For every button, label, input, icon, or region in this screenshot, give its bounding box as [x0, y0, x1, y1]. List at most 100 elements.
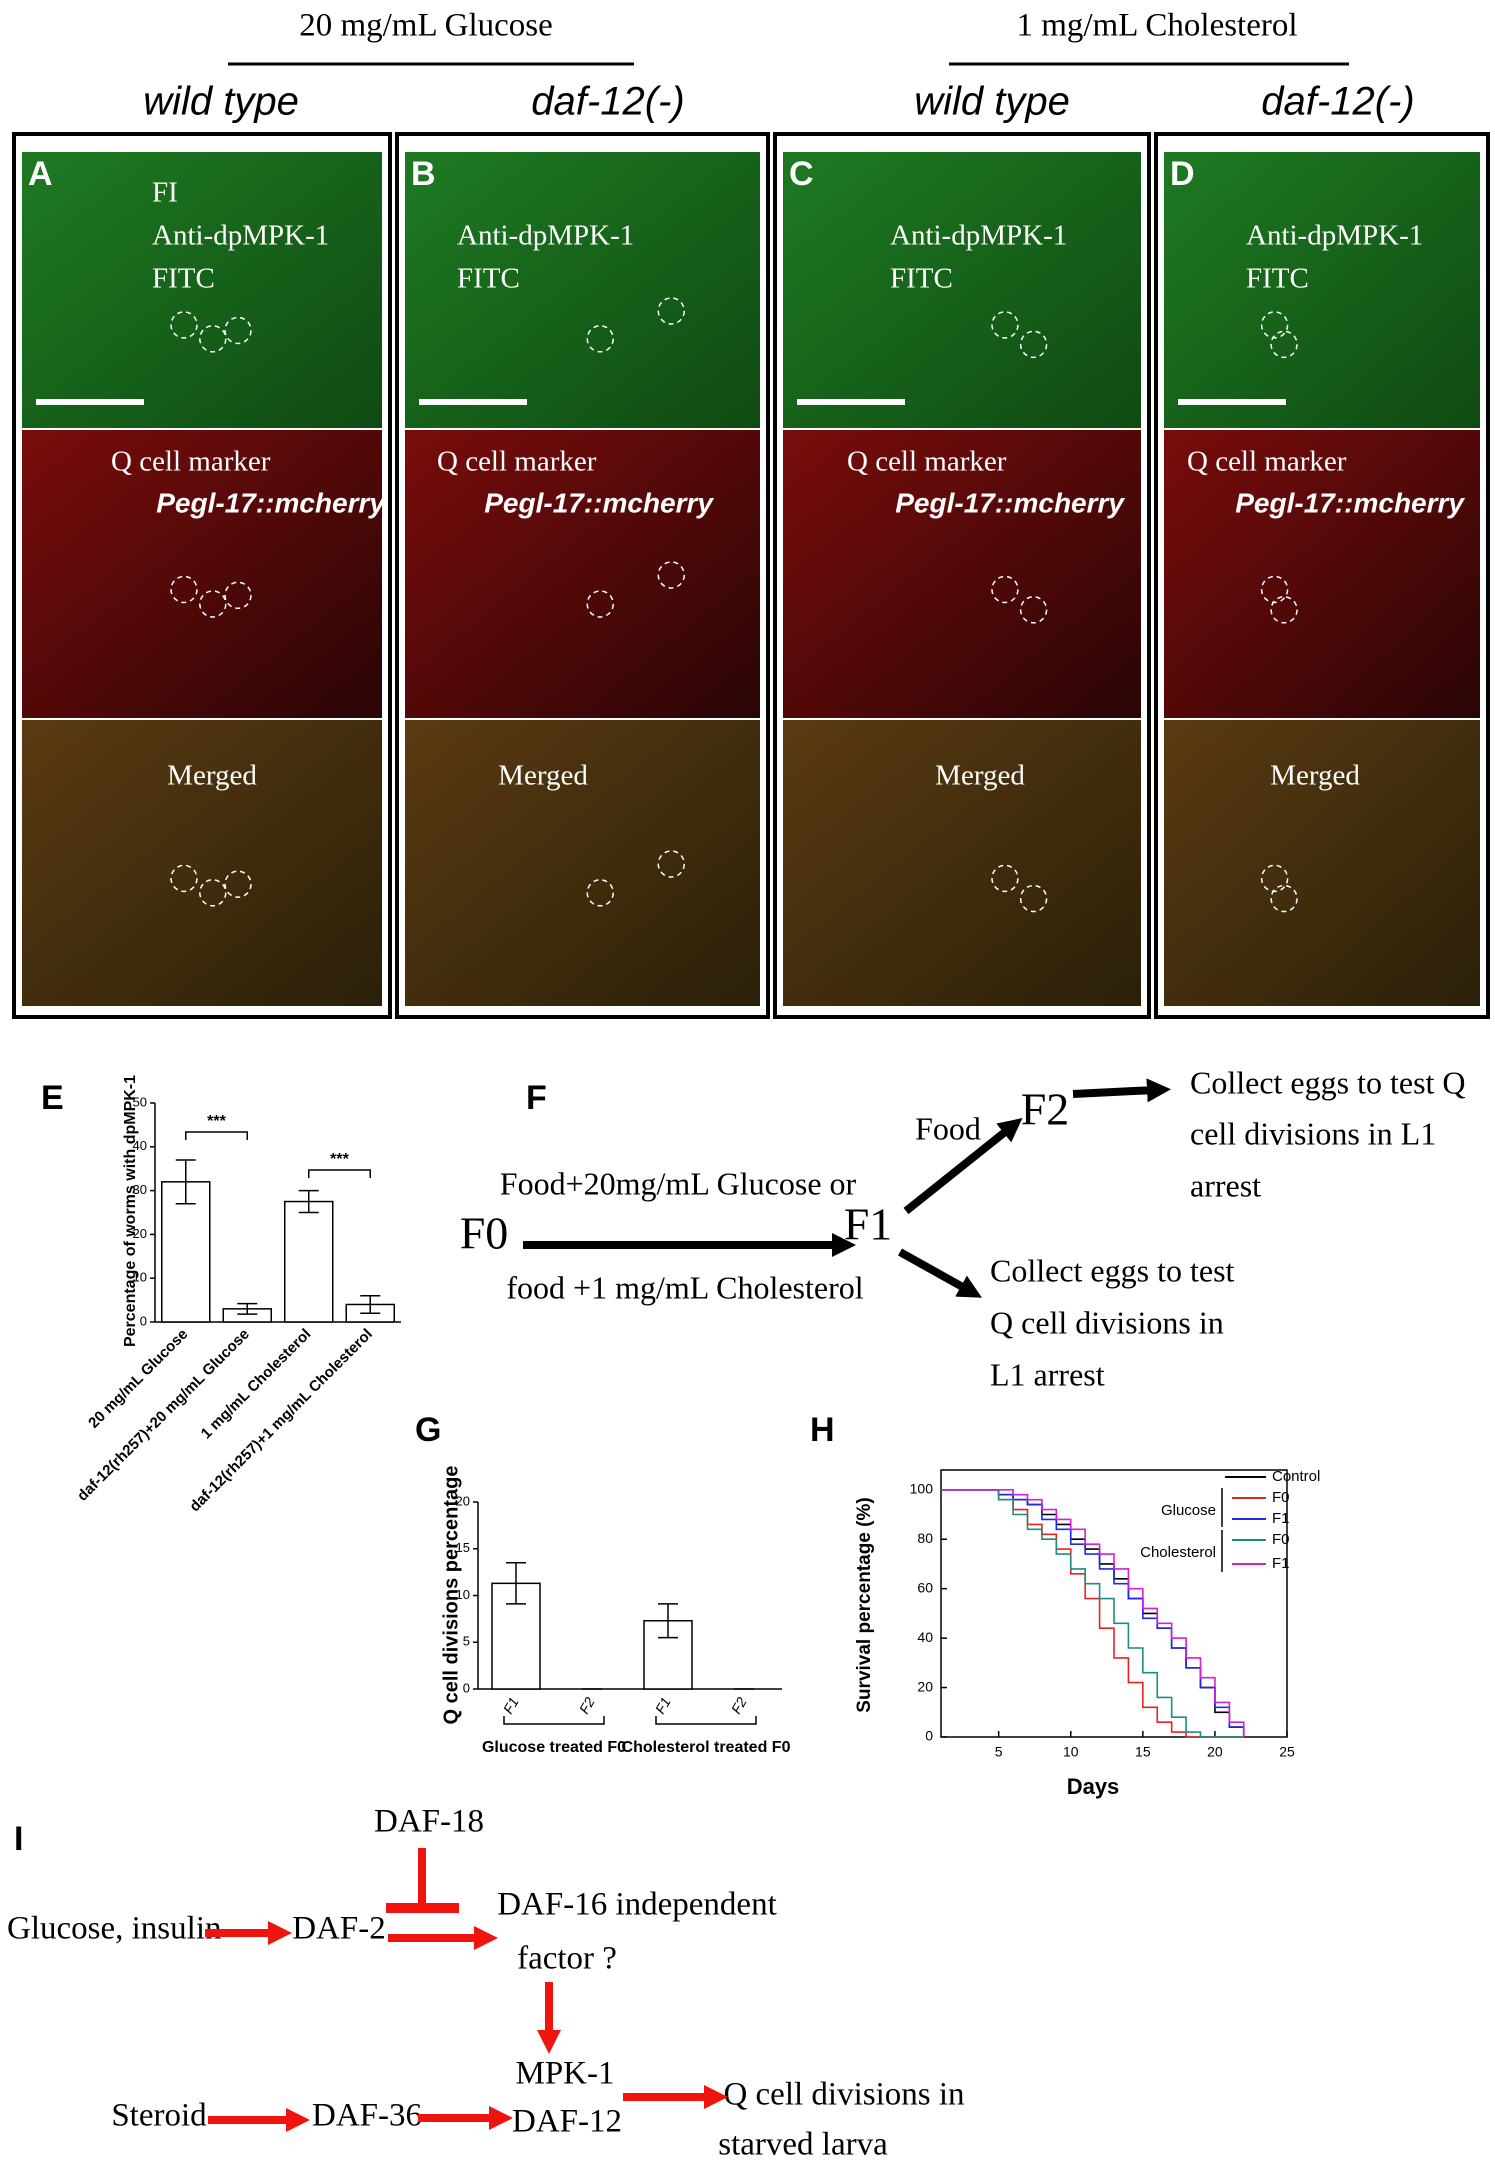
flow-text: food +1 mg/mL Cholesterol [506, 1269, 863, 1305]
micrograph [22, 720, 382, 1006]
cell-outline [1019, 330, 1048, 359]
cell-outline [224, 316, 252, 345]
y-tick-label: 60 [917, 1579, 933, 1595]
x-tick-label: F1 [500, 1694, 522, 1716]
pathway-node: DAF-36 [312, 2098, 422, 2134]
y-tick-label: 10 [456, 1587, 470, 1602]
y-tick-label: 0 [925, 1728, 933, 1744]
legend-group: Cholesterol [1140, 1544, 1216, 1561]
flow-text: Collect eggs to test [990, 1252, 1235, 1288]
channel-label: FITC [890, 263, 953, 295]
cell-outline [1270, 330, 1298, 359]
micrograph [1164, 152, 1480, 428]
cell-outline [1270, 884, 1298, 913]
cell-outline [199, 879, 227, 907]
column-title: wild type [143, 80, 299, 124]
significance-label: *** [330, 1151, 349, 1168]
significance-label: *** [207, 1113, 226, 1130]
flow-text: Q cell divisions in [990, 1304, 1224, 1340]
y-axis-label: Percentage of worms with dpMPK-1 [122, 1075, 139, 1347]
plot-frame [940, 1469, 1288, 1738]
x-tick-label: F1 [652, 1694, 674, 1716]
cell-outline [1260, 311, 1289, 339]
cell-outline [1270, 596, 1298, 624]
legend-label: Control [1272, 1468, 1320, 1485]
error-bar [658, 1603, 678, 1639]
channel-label: Pegl-17::mcherry [156, 487, 386, 518]
flow-node: F0 [460, 1208, 509, 1259]
y-tick-label: 10 [133, 1270, 147, 1285]
panel-letter: C [789, 155, 814, 193]
channel-label: FITC [152, 263, 215, 295]
cell-outline [586, 879, 614, 907]
y-tick-label: 40 [133, 1138, 147, 1153]
channel-label: Merged [167, 760, 257, 792]
group-title: 1 mg/mL Cholesterol [1016, 8, 1297, 44]
cell-outline [224, 581, 252, 610]
cell-outline [170, 311, 198, 339]
channel-label: Merged [1270, 760, 1360, 792]
cell-outline [991, 575, 1019, 604]
x-tick-label: 15 [1135, 1744, 1151, 1760]
flow-text: Food [915, 1110, 981, 1146]
group-bracket [655, 1716, 757, 1725]
x-tick-label: F2 [728, 1694, 750, 1716]
flow-text: Collect eggs to test Q [1190, 1064, 1466, 1100]
error-bar [237, 1302, 258, 1315]
pathway-diagram: I DAF-18 Glucose, insulin DAF-2 DAF-16 i… [7, 1804, 965, 2163]
channel-label: Anti-dpMPK-1 [890, 220, 1067, 252]
y-tick-label: 20 [133, 1226, 147, 1241]
flow-text: L1 arrest [990, 1356, 1105, 1392]
pathway-node: MPK-1 [515, 2056, 614, 2092]
legend-label: F0 [1272, 1531, 1290, 1548]
y-tick-label: 15 [456, 1540, 470, 1555]
group-bracket [503, 1716, 605, 1725]
group-title: 20 mg/mL Glucose [299, 8, 553, 44]
cell-outline [991, 864, 1019, 893]
cell-outline [170, 575, 198, 604]
survival-curve [941, 1488, 1244, 1738]
cell-outline [1260, 575, 1289, 604]
channel-label: Q cell marker [1187, 446, 1347, 478]
flow-text: cell divisions in L1 [1190, 1115, 1436, 1151]
cell-outline [1260, 864, 1289, 893]
column-title: wild type [914, 80, 1070, 124]
cell-outline [170, 864, 198, 893]
x-tick-label: 10 [1063, 1744, 1079, 1760]
cell-outline [199, 590, 227, 618]
micrograph [405, 430, 760, 718]
panel-letter: A [28, 155, 53, 193]
micrograph [22, 152, 382, 428]
y-tick-label: 0 [463, 1680, 470, 1695]
y-tick-label: 5 [463, 1634, 470, 1649]
pathway-node: Steroid [111, 2098, 207, 2134]
y-tick-label: 50 [133, 1094, 147, 1109]
bar [161, 1181, 211, 1323]
x-tick-label: 5 [995, 1744, 1003, 1760]
pathway-node: DAF-18 [374, 1804, 484, 1840]
y-axis-label: Q cell divisions percentage [440, 1466, 462, 1725]
column-title: daf-12(-) [531, 80, 684, 124]
panel-letter: E [41, 1079, 64, 1117]
y-tick-label: 20 [456, 1493, 470, 1508]
error-bar [298, 1189, 319, 1214]
cell-outline [1019, 884, 1048, 913]
x-axis-label: Days [1067, 1774, 1120, 1799]
arrows [523, 1078, 1171, 1298]
panel-letter: B [411, 155, 436, 193]
cell-outline [657, 850, 685, 878]
micrograph [783, 152, 1141, 428]
survival-curve [941, 1488, 1244, 1738]
cell-outline [1019, 596, 1048, 624]
legend-label: F1 [1272, 1555, 1290, 1572]
arrows [205, 1848, 728, 2132]
x-tick-label: 20 [1207, 1744, 1223, 1760]
cell-outline [199, 325, 227, 353]
x-tick-label: F2 [576, 1694, 598, 1716]
panel-letter: D [1170, 155, 1195, 193]
channel-label: FITC [457, 263, 520, 295]
flow-text: arrest [1190, 1167, 1261, 1203]
x-tick-label: 25 [1279, 1744, 1295, 1760]
cell-outline [586, 325, 614, 353]
